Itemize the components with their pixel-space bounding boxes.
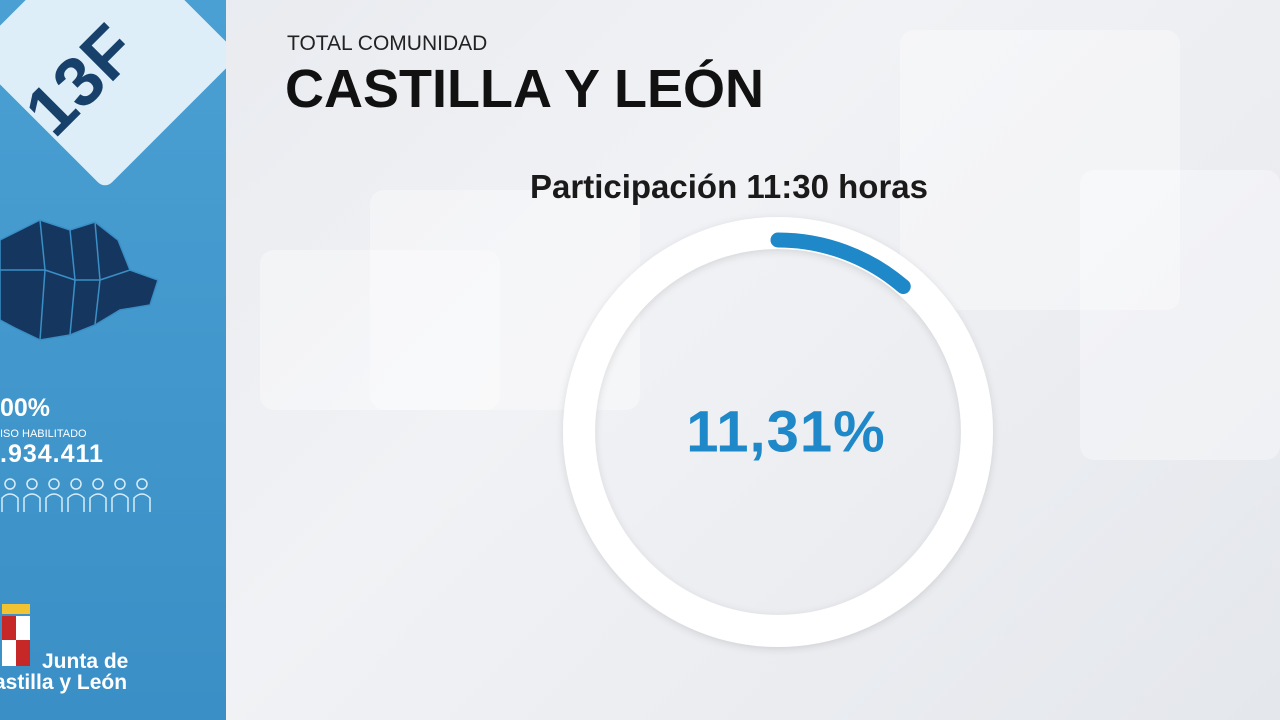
sidebar: 13F 00% ISO HABILITADO .934.411 Junta de… — [0, 0, 226, 720]
bg-shape — [1080, 170, 1280, 460]
gauge-arc — [770, 232, 911, 294]
institution-line: Junta de — [42, 650, 129, 673]
kicker: TOTAL COMUNIDAD — [287, 32, 488, 55]
gauge-title: Participación 11:30 horas — [530, 168, 929, 205]
coat-of-arms — [2, 604, 30, 666]
title: CASTILLA Y LEÓN — [285, 59, 765, 119]
institution-line: astilla y León — [0, 671, 128, 694]
census: .934.411 — [0, 440, 104, 468]
bg-shape — [900, 30, 1180, 310]
bg-shape — [260, 250, 500, 410]
gauge: 11,31% — [563, 217, 993, 647]
region-map — [0, 219, 159, 341]
gauge-value: 11,31% — [686, 399, 886, 464]
census-label: ISO HABILITADO — [0, 428, 87, 440]
turnout: 00% — [0, 394, 51, 422]
people-icons — [1, 478, 151, 512]
